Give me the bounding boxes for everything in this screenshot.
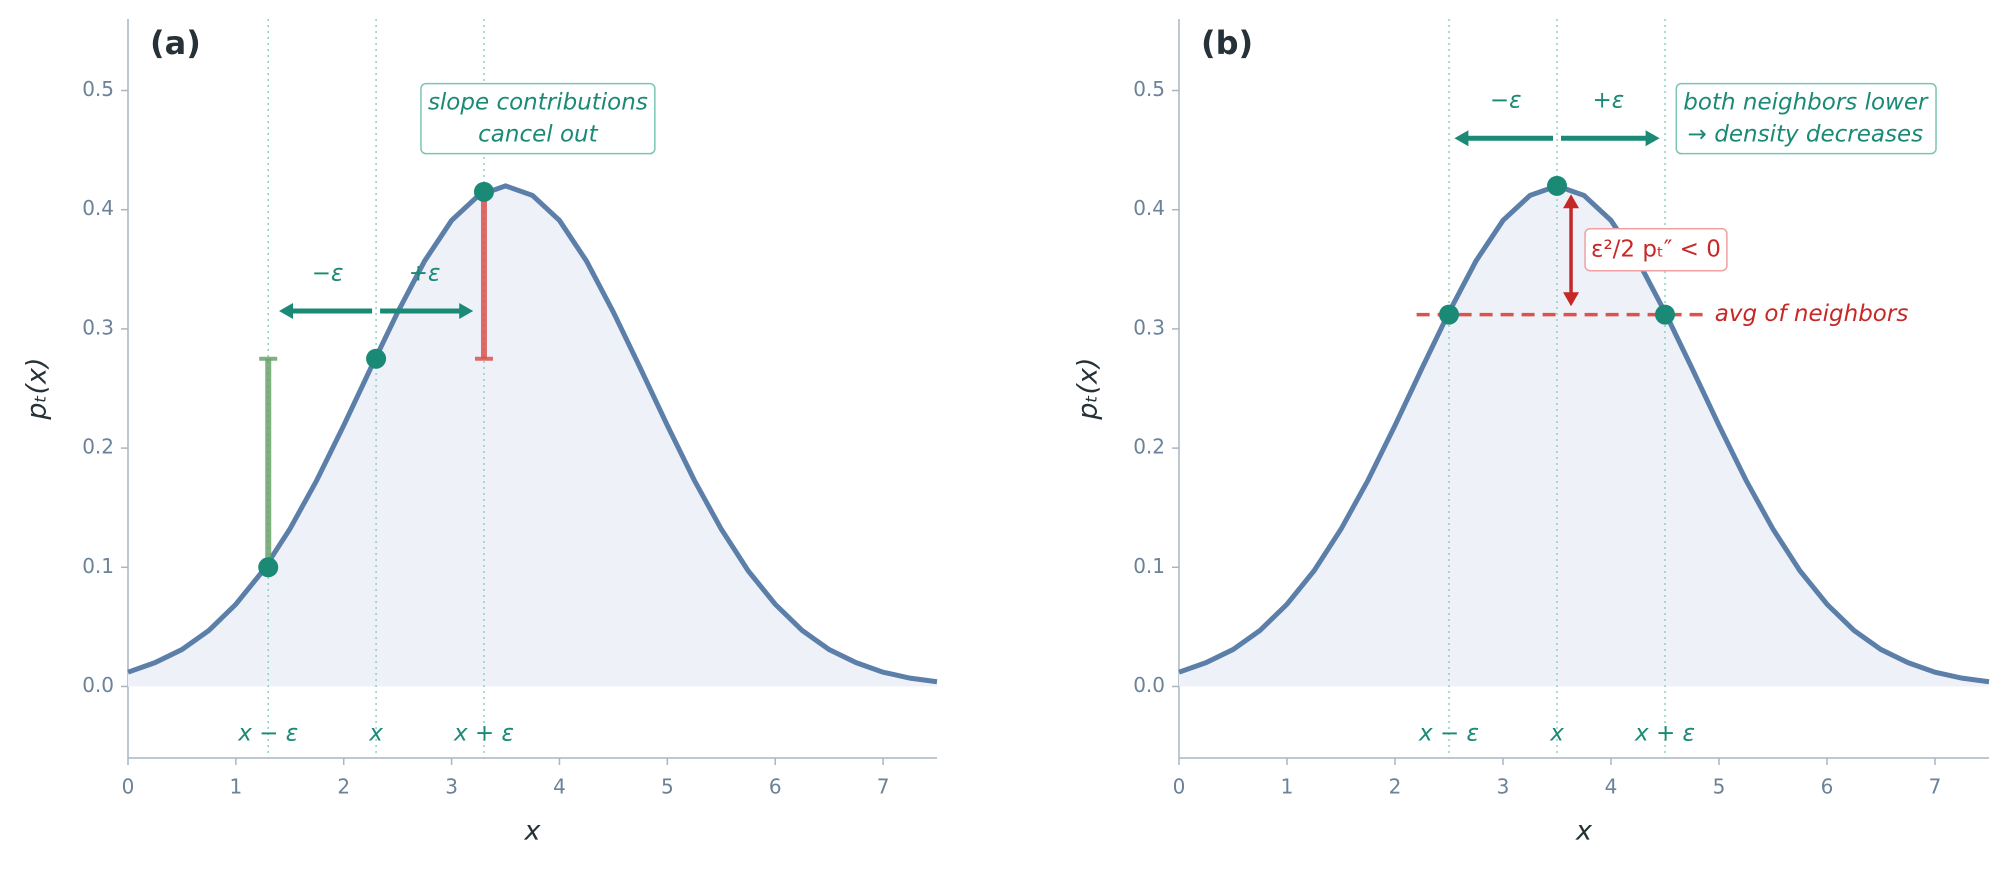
- point: [1439, 304, 1459, 325]
- y-axis-label: pₜ(x): [22, 357, 53, 420]
- arrow-head: [1454, 130, 1469, 147]
- x-tick-label: 3: [1497, 775, 1510, 799]
- arrow-head: [279, 303, 294, 320]
- point: [258, 557, 279, 578]
- guide-label: x + ε: [1634, 721, 1695, 747]
- curve: [1178, 183, 1990, 685]
- arrow-head: [1563, 194, 1580, 209]
- annotation-text: cancel out: [478, 122, 598, 148]
- label-box: [1584, 227, 1728, 272]
- y-tick-label: 0.2: [1133, 435, 1165, 459]
- shift-label: +ε: [409, 261, 441, 287]
- guide-label: x − ε: [1418, 721, 1479, 747]
- area: [1179, 185, 1989, 687]
- annotation-box: [1675, 82, 1937, 155]
- point: [1547, 175, 1567, 196]
- curvature-label: ε²/2 pₜ″ < 0: [1591, 237, 1721, 263]
- y-tick-label: 0.0: [1133, 673, 1165, 697]
- x-tick-label: 7: [1929, 775, 1942, 799]
- panel-label: (a): [150, 24, 201, 62]
- shift-label: +ε: [1592, 88, 1624, 114]
- x-axis-label: x: [524, 816, 542, 847]
- panel-label: (b): [1201, 24, 1253, 62]
- x-tick-label: 5: [661, 775, 674, 799]
- x-tick-label: 5: [1713, 775, 1726, 799]
- x-tick-label: 0: [1173, 775, 1186, 799]
- point: [473, 181, 494, 202]
- arrow-head: [1645, 130, 1660, 147]
- annotation-text: both neighbors lower: [1683, 90, 1929, 116]
- x-axis-label: x: [1575, 816, 1593, 847]
- x-tick-label: 2: [337, 775, 350, 799]
- average-label: avg of neighbors: [1715, 301, 1909, 327]
- guide-label: x: [368, 721, 383, 747]
- arrow-head: [459, 303, 474, 320]
- y-tick-label: 0.1: [1133, 554, 1165, 578]
- guide-label: x − ε: [237, 721, 298, 747]
- annotation-text: slope contributions: [428, 90, 648, 116]
- point: [1655, 304, 1675, 325]
- x-tick-label: 2: [1389, 775, 1402, 799]
- y-tick-label: 0.3: [82, 315, 114, 339]
- x-tick-label: 1: [1281, 775, 1294, 799]
- y-tick-label: 0.0: [82, 673, 114, 697]
- y-tick-label: 0.4: [82, 196, 114, 220]
- y-tick-label: 0.3: [1133, 315, 1165, 339]
- x-tick-label: 3: [445, 775, 458, 799]
- y-axis-label: pₜ(x): [1073, 357, 1104, 420]
- x-tick-label: 1: [229, 775, 242, 799]
- y-tick-label: 0.1: [82, 554, 114, 578]
- x-tick-label: 6: [1821, 775, 1834, 799]
- shift-label: −ε: [312, 261, 344, 287]
- guide-label: x + ε: [453, 721, 514, 747]
- x-tick-label: 0: [122, 775, 135, 799]
- shift-label: −ε: [1490, 88, 1522, 114]
- y-tick-label: 0.2: [82, 435, 114, 459]
- y-tick-label: 0.5: [82, 77, 114, 101]
- arrow-head: [1563, 292, 1580, 307]
- y-tick-label: 0.4: [1133, 196, 1165, 220]
- y-tick-label: 0.5: [1133, 77, 1165, 101]
- x-tick-label: 6: [769, 775, 782, 799]
- guide-label: x: [1549, 721, 1564, 747]
- x-tick-label: 4: [1605, 775, 1618, 799]
- point: [366, 348, 387, 369]
- annotation-box: [420, 82, 656, 155]
- x-tick-label: 4: [553, 775, 566, 799]
- area: [128, 185, 937, 687]
- annotation-text: → density decreases: [1688, 122, 1923, 148]
- x-tick-label: 7: [877, 775, 890, 799]
